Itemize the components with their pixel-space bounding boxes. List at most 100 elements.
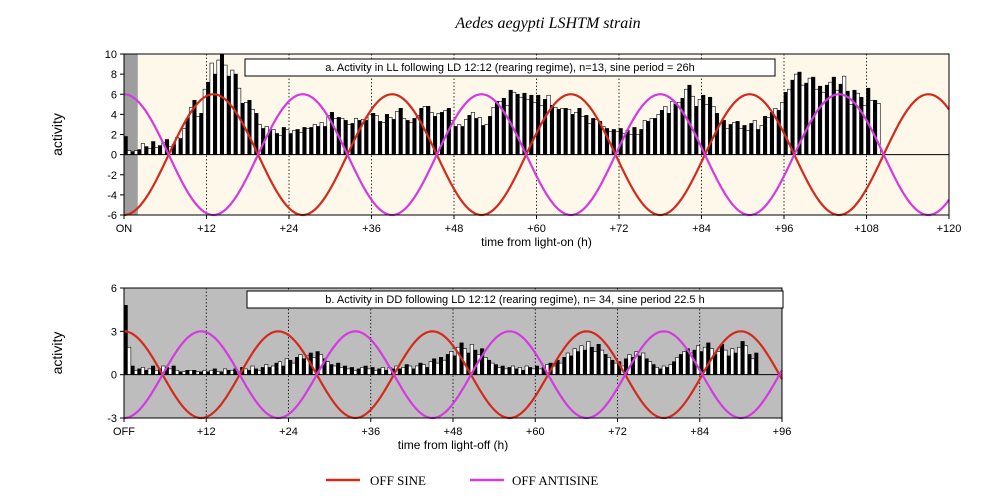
panel-b-bar [370,367,375,375]
panel-a-bar [398,108,403,155]
panel-a-bar [381,122,386,155]
panel-a-bar [299,132,304,155]
panel-a-bar [639,129,644,155]
panel-a-bar [481,125,486,155]
panel-a-bar [151,141,156,155]
panel-b-bar [332,365,337,375]
panel-b-bar [277,361,282,375]
panel-a-bar [457,124,462,155]
panel-a-bar [199,113,204,155]
panel-b-bar [288,359,293,375]
panel-a-bar [501,97,506,155]
panel-b-bar [534,365,539,375]
panel-b-bar [610,359,615,375]
panel-a-bar [536,94,541,155]
panel-a: -6 -4 -2 0 2 4 6 8 10 ON +12 +24 +36 +48 +60 +72 +84 +96 +… [49,49,961,249]
panel-b-bar [418,362,423,375]
panel-a-bar [323,126,328,155]
panel-b-bar [678,354,683,375]
panel-b-bar [486,359,491,375]
panel-a-bar [735,121,740,155]
panel-a-bar [195,116,200,155]
panel-b-bar [168,368,173,375]
panel-b-bar [562,357,567,375]
panel-a-bar [629,134,634,155]
panel-a-bar [570,114,575,155]
panel-b-bar [432,358,437,375]
panel-b-bar [192,370,197,375]
panel-a-bar [185,118,190,155]
panel-b-bar [528,367,533,375]
panel-a-bar [656,114,661,155]
panel-a-bar [364,120,369,155]
panel-a-bar [739,128,744,155]
panel-b-bar [349,367,354,375]
panel-a-bar [556,109,561,155]
panel-b-xtick-label: +84 [690,426,709,438]
panel-b-bar [497,367,502,375]
panel-b-ytick-label: 3 [111,326,117,338]
panel-b-bar [716,351,721,375]
panel-a-bar [474,118,479,155]
panel-a-bar [271,129,276,155]
panel-b-bar [665,367,670,375]
panel-a-bar [484,124,489,155]
panel-b-ytick-label: 0 [111,370,117,382]
panel-a-bar [852,89,857,155]
panel-a-bar [302,127,307,155]
panel-b-bar [223,368,228,375]
panel-b-bar [260,367,265,375]
panel-b-bar [226,370,231,375]
panel-a-bar [278,135,283,155]
panel-a-bar [374,115,379,155]
panel-b-bar [188,370,193,375]
panel-a-bar [653,118,658,155]
panel-b-bar [438,357,444,375]
panel-b-bar [572,348,577,375]
panel-a-bar [543,98,548,155]
panel-a-bar [759,125,764,155]
panel-b-annotation-box [246,290,784,309]
panel-a-bar [477,117,482,155]
panel-a-bar [694,106,699,155]
panel-b-bar [442,359,447,375]
panel-b-bar [298,354,303,375]
panel-a-bar [340,118,345,155]
panel-a-bar [223,64,228,155]
panel-a-bar [288,133,293,155]
panel-b-bar [377,368,382,375]
panel-a-x-axis-label: time from light-on (h) [481,235,592,249]
panel-a-bar [574,112,579,155]
panel-a-bar [831,76,836,155]
panel-a-bar [728,124,733,155]
panel-b-bar [593,351,598,375]
panel-a-bar [549,105,554,155]
panel-a-bar [642,120,647,155]
panel-b-bar [185,370,190,375]
panel-b-bar [531,368,536,375]
panel-a-bar [835,89,840,155]
panel-a-bar [873,99,878,155]
panel-b-bar [517,367,522,375]
panel-b-xtick-label: +96 [773,426,792,438]
panel-a-bar [209,62,214,155]
panel-a-ytick-label: 6 [111,89,117,101]
panel-b-x-axis-label: time from light-off (h) [398,438,508,452]
panel-a-bar [419,108,424,155]
panel-a-bar [732,122,737,155]
panel-a-bar [412,118,417,155]
panel-b-bar [408,365,413,375]
panel-b-bar [658,368,663,375]
panel-b-bar [648,361,653,375]
panel-a-bar [701,94,706,155]
panel-a-bar [230,69,235,155]
panel-a-bar [460,126,465,155]
panel-a-dark-region [124,54,138,215]
panel-b-bar [510,365,515,375]
panel-b-bar [295,357,300,375]
panel-a-xtick-label: +24 [280,223,299,235]
panel-b-bar [603,354,608,375]
panel-b-bar [421,364,426,375]
panel-b-bar [209,370,214,375]
panel-a-bar [405,120,410,155]
